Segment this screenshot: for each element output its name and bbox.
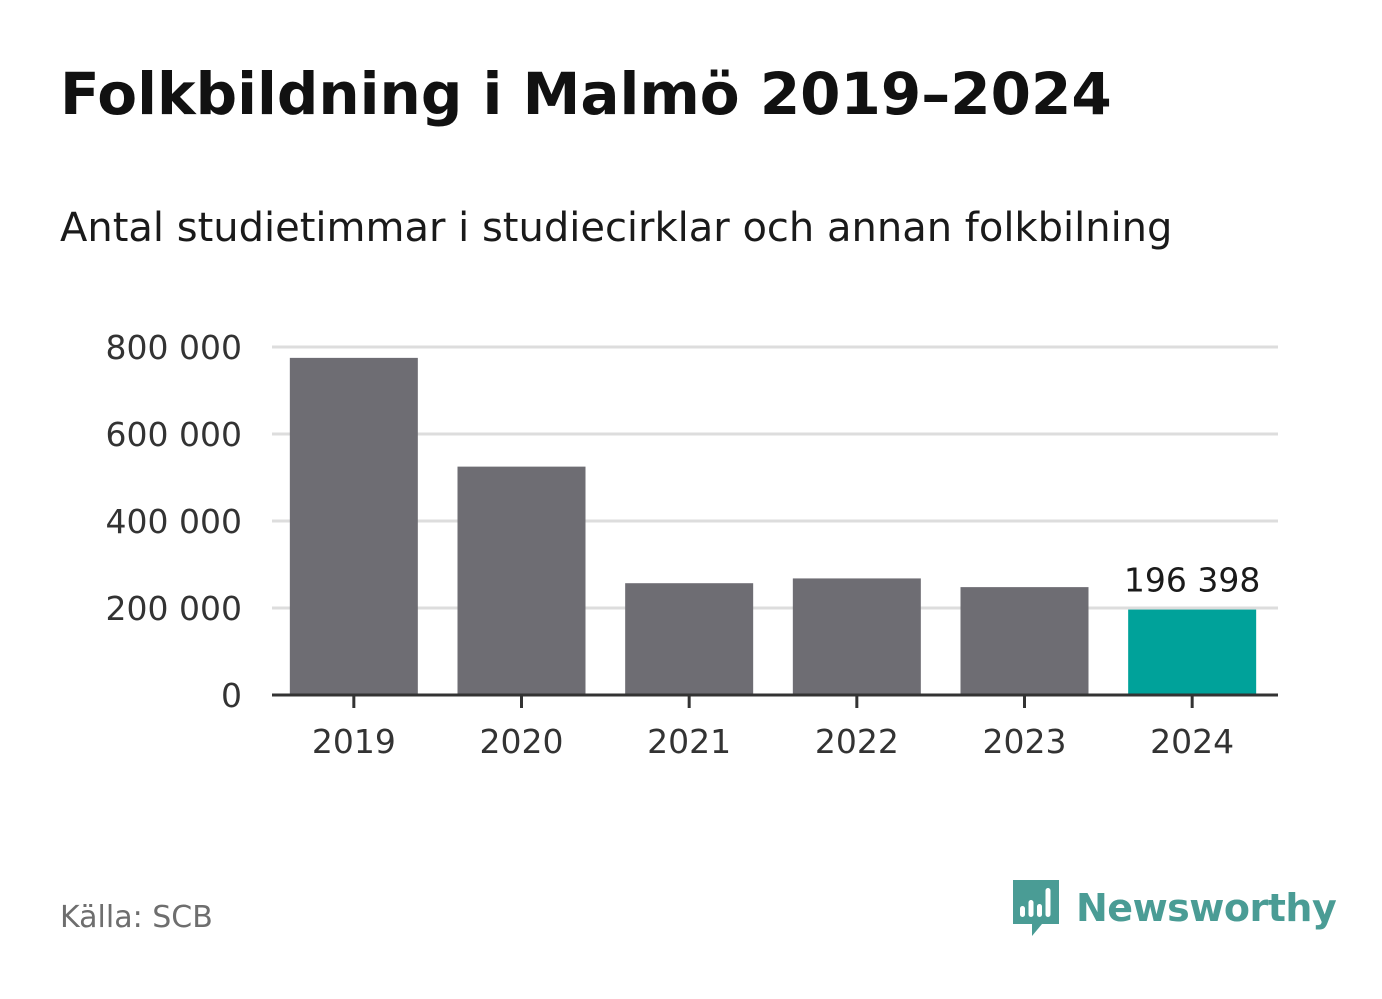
x-tick-label: 2021: [647, 722, 731, 761]
source-note: Källa: SCB: [60, 900, 213, 935]
brand-name: Newsworthy: [1076, 886, 1337, 930]
brand-logo: Newsworthy: [1010, 878, 1337, 938]
chart-subtitle: Antal studietimmar i studiecirklar och a…: [60, 205, 1173, 251]
chart-title: Folkbildning i Malmö 2019–2024: [60, 60, 1112, 128]
y-tick-label: 400 000: [106, 502, 242, 541]
bar-2022: [792, 578, 921, 695]
x-tick-label: 2022: [815, 722, 899, 761]
bar-2021: [625, 583, 754, 695]
gridlines: [272, 345, 1278, 610]
x-tick-label: 2024: [1150, 722, 1234, 761]
bar-chart-speech-bubble-icon: [1013, 880, 1059, 936]
bar-2023: [960, 587, 1089, 695]
data-label: 196 398: [1124, 561, 1260, 600]
x-tick-label: 2023: [983, 722, 1067, 761]
axes: 0 200 000 400 000 600 000 800 000 2019 2020 202…: [106, 328, 1278, 761]
bar-2024: [1128, 609, 1257, 695]
bar-2020: [457, 466, 586, 695]
y-tick-label: 0: [221, 676, 242, 715]
y-tick-label: 600 000: [106, 415, 242, 454]
x-tick-label: 2020: [480, 722, 564, 761]
bars: [289, 357, 1257, 695]
y-tick-label: 200 000: [106, 589, 242, 628]
bar-2019: [289, 357, 418, 695]
data-labels: 196 398: [1124, 561, 1260, 600]
x-tick-label: 2019: [312, 722, 396, 761]
y-tick-label: 800 000: [106, 328, 242, 367]
